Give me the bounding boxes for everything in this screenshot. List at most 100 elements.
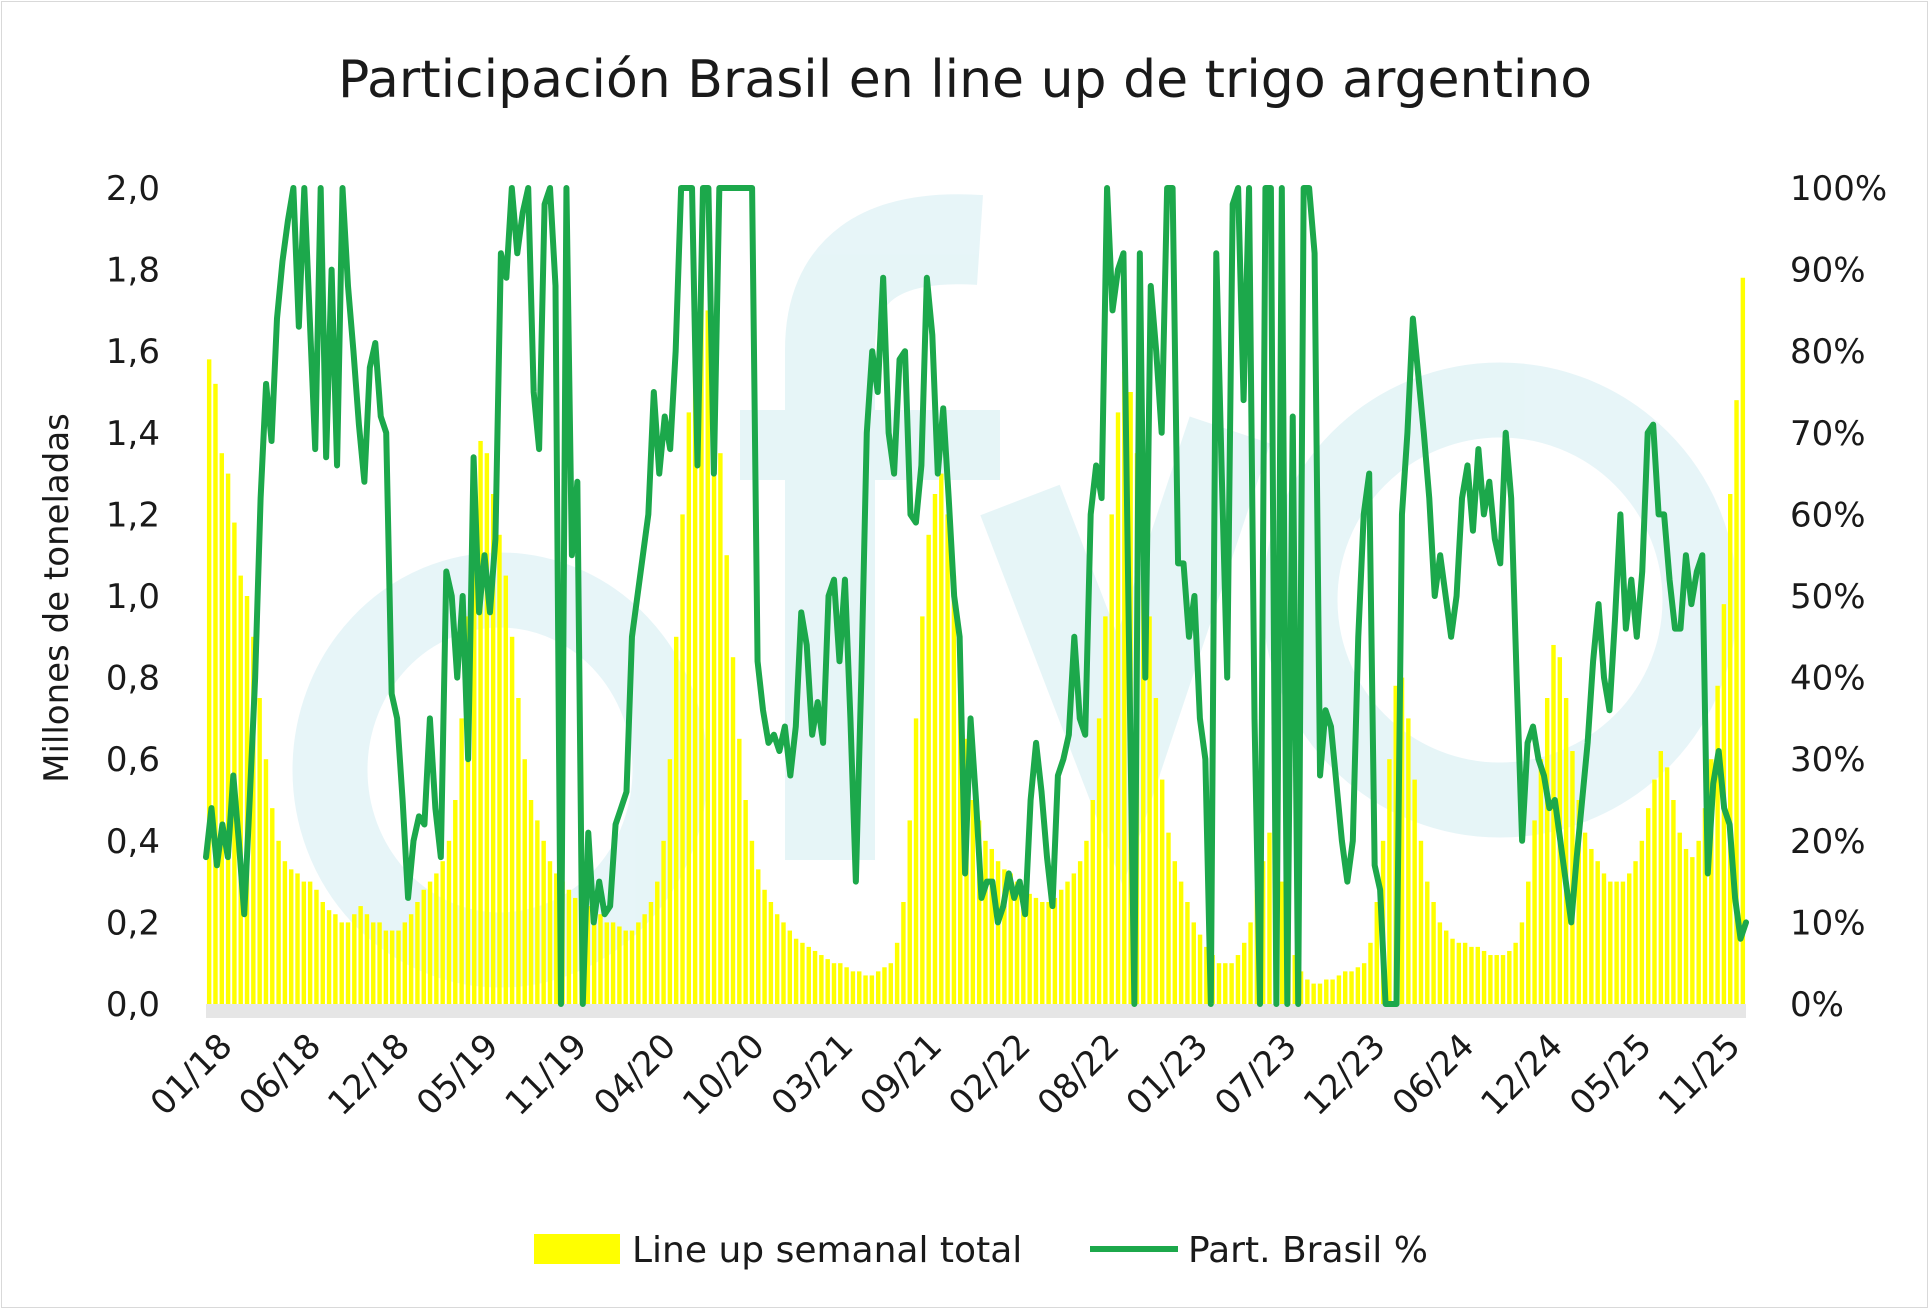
bar (1450, 938, 1455, 1004)
y-axis-title: Millones de toneladas (37, 413, 77, 783)
bar (1324, 979, 1329, 1004)
bar (295, 873, 300, 1004)
x-tick-label: 03/21 (764, 1026, 862, 1124)
x-tick-label: 06/18 (232, 1026, 330, 1124)
bar (629, 930, 635, 1004)
bar (396, 930, 401, 1004)
bar (1216, 963, 1222, 1004)
x-axis-baseline (206, 1004, 1746, 1018)
x-tick-label: 02/22 (941, 1026, 1039, 1124)
bar (326, 910, 332, 1004)
bar (869, 975, 875, 1004)
bar (1563, 698, 1569, 1004)
bar (1620, 881, 1626, 1004)
bar (1374, 902, 1379, 1004)
y-tick-label: 1,6 (106, 332, 160, 372)
bar (282, 861, 288, 1004)
y-tick-label: 0,2 (106, 903, 160, 943)
bar (352, 914, 357, 1004)
bar (1197, 934, 1203, 1004)
bar (812, 950, 818, 1004)
bar (408, 914, 414, 1004)
bar (1387, 759, 1392, 1004)
x-tick-label: 05/19 (409, 1026, 507, 1124)
y2-tick-label: 100% (1790, 169, 1887, 209)
y-tick-label: 0,0 (106, 985, 160, 1025)
x-tick-label: 08/22 (1030, 1026, 1128, 1124)
bar (661, 840, 666, 1004)
y2-tick-label: 40% (1790, 659, 1866, 699)
bar (206, 359, 212, 1004)
bar (289, 869, 294, 1004)
bar (989, 848, 994, 1004)
bar (1526, 881, 1531, 1004)
x-tick-label: 11/19 (498, 1026, 596, 1124)
bar (882, 967, 887, 1004)
x-tick-label: 12/24 (1473, 1026, 1571, 1124)
bar (1399, 677, 1405, 1004)
bar (535, 820, 540, 1004)
bar (364, 914, 370, 1004)
bar (1633, 861, 1638, 1004)
bar (806, 946, 811, 1004)
bar (1481, 950, 1487, 1004)
y2-tick-label: 90% (1790, 251, 1866, 291)
bar (1052, 897, 1058, 1004)
bar (983, 840, 988, 1004)
bar (1456, 942, 1462, 1004)
bar (1538, 759, 1544, 1004)
legend-swatch-line-up (534, 1234, 620, 1264)
bar (1109, 514, 1114, 1004)
bar (1582, 832, 1588, 1004)
bar (730, 657, 736, 1004)
y2-tick-label: 70% (1790, 414, 1866, 454)
bar (686, 412, 692, 1004)
bar (402, 922, 408, 1004)
bar (926, 534, 931, 1004)
bar (1406, 718, 1411, 1004)
bar (270, 808, 275, 1004)
y2-tick-label: 60% (1790, 495, 1866, 535)
bar (699, 261, 704, 1004)
bar (1191, 922, 1196, 1004)
bar (478, 440, 483, 1005)
bar (1349, 971, 1354, 1004)
bar (1532, 820, 1537, 1004)
bar (1027, 893, 1032, 1004)
bar (1551, 644, 1556, 1004)
bar (667, 759, 673, 1004)
bar (1462, 942, 1468, 1004)
bar (1071, 873, 1077, 1004)
bar (951, 575, 957, 1004)
bar (692, 351, 698, 1004)
bar (1002, 869, 1007, 1004)
bar (1248, 922, 1253, 1004)
y2-tick-label: 80% (1790, 332, 1866, 372)
x-tick-label: 05/25 (1562, 1026, 1660, 1124)
bar (1696, 840, 1701, 1004)
bar (604, 922, 609, 1004)
bar (1412, 779, 1417, 1004)
bar (636, 922, 641, 1004)
bar (314, 889, 319, 1004)
bar (598, 914, 603, 1004)
bar (1355, 967, 1361, 1004)
y2-tick-label: 10% (1790, 903, 1866, 943)
bar (547, 861, 553, 1004)
bar (1267, 832, 1272, 1004)
bar (945, 514, 950, 1004)
bar (1734, 400, 1739, 1004)
bar (1639, 840, 1645, 1004)
bar (1141, 534, 1146, 1004)
y2-axis-ticks: 0% 10% 20% 30% 40% 50% 60% 70% 80% 90% 100% (1790, 169, 1887, 1025)
bar (1368, 942, 1373, 1004)
bar (1084, 840, 1089, 1004)
bar (232, 522, 237, 1004)
bar (1229, 963, 1234, 1004)
x-tick-label: 12/23 (1296, 1026, 1394, 1124)
bar (1740, 277, 1746, 1004)
bar (762, 889, 767, 1004)
bar (1065, 881, 1070, 1004)
bar (1488, 955, 1493, 1004)
bar (1059, 889, 1064, 1004)
